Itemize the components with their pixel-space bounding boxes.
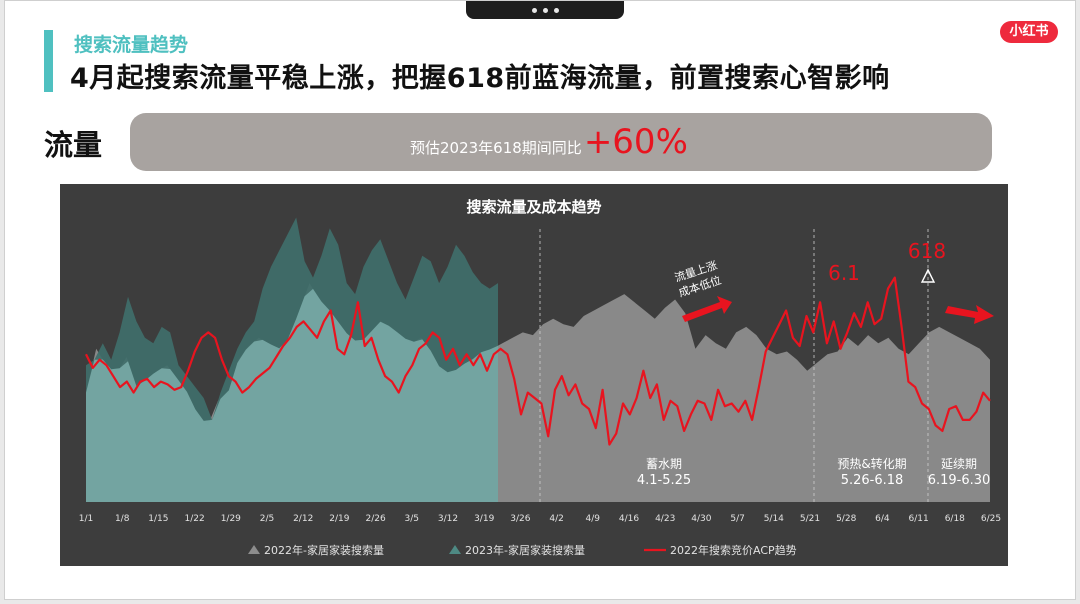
legend-label: 2022年-家居家装搜索量 bbox=[264, 543, 384, 557]
metric-text-group: 预估2023年618期间同比 +60% bbox=[410, 122, 688, 162]
x-tick-label: 3/5 bbox=[405, 514, 419, 524]
x-tick-label: 5/21 bbox=[800, 514, 820, 524]
chart-title: 搜索流量及成本趋势 bbox=[466, 198, 601, 216]
x-tick-label: 4/2 bbox=[549, 514, 563, 524]
x-tick-label: 6/4 bbox=[875, 514, 890, 524]
x-tick-label: 5/14 bbox=[764, 514, 784, 524]
x-tick-label: 5/28 bbox=[836, 514, 856, 524]
phase-1-range: 4.1-5.25 bbox=[637, 473, 691, 488]
x-tick-label: 1/1 bbox=[79, 514, 93, 524]
x-tick-label: 2/5 bbox=[260, 514, 274, 524]
x-tick-label: 6/18 bbox=[945, 514, 965, 524]
peak-marker-icon bbox=[920, 268, 936, 283]
x-tick-label: 2/19 bbox=[329, 514, 349, 524]
x-tick-label: 3/19 bbox=[474, 514, 494, 524]
x-tick-label: 1/15 bbox=[148, 514, 168, 524]
trend-chart: 1/1 1/8 1/15 1/22 1/29 2/5 2/12 2/19 2/26 3/5 3/12… bbox=[79, 198, 1001, 557]
metric-pill bbox=[130, 113, 992, 171]
x-tick-label: 3/26 bbox=[510, 514, 530, 524]
x-tick-label: 1/22 bbox=[184, 514, 204, 524]
x-tick-label: 5/7 bbox=[730, 514, 744, 524]
x-tick-label: 4/9 bbox=[586, 514, 601, 524]
phase-2-range: 5.26-6.18 bbox=[841, 473, 904, 488]
x-tick-label: 1/8 bbox=[115, 514, 130, 524]
line-2022-acp bbox=[85, 276, 991, 446]
x-tick-label: 4/16 bbox=[619, 514, 639, 524]
x-tick-label: 4/30 bbox=[691, 514, 711, 524]
legend-swatch-area bbox=[248, 545, 260, 554]
legend-label: 2022年搜索竞价ACP趋势 bbox=[670, 543, 797, 557]
arrow-up-icon bbox=[682, 296, 732, 322]
area-overlap bbox=[86, 288, 498, 502]
x-tick-label: 2/12 bbox=[293, 514, 313, 524]
phase-1-name: 蓄水期 bbox=[646, 457, 682, 471]
annotation-618: 618 bbox=[908, 239, 946, 263]
xiaohongshu-logo: 小红书 bbox=[1000, 21, 1058, 43]
x-tick-label: 1/29 bbox=[221, 514, 241, 524]
metric-text: 预估2023年618期间同比 bbox=[410, 139, 582, 157]
phase-2-name: 预热&转化期 bbox=[837, 456, 906, 471]
x-tick-label: 4/23 bbox=[655, 514, 675, 524]
title-accent-bar bbox=[44, 30, 53, 92]
arrow-right-icon bbox=[945, 305, 994, 324]
metric-value: +60% bbox=[583, 122, 688, 162]
section-subtitle: 搜索流量趋势 bbox=[74, 34, 189, 56]
phase-3-range: 6.19-6.30 bbox=[928, 473, 991, 488]
legend-swatch-area bbox=[449, 545, 461, 554]
legend-label: 2023年-家居家装搜索量 bbox=[465, 543, 585, 557]
x-tick-label: 6/25 bbox=[981, 514, 1001, 524]
page-title: 4月起搜索流量平稳上涨，把握618前蓝海流量，前置搜索心智影响 bbox=[70, 63, 890, 94]
chart-panel: 1/1 1/8 1/15 1/22 1/29 2/5 2/12 2/19 2/26 3/5 3/12… bbox=[60, 184, 1008, 566]
x-tick-label: 6/11 bbox=[908, 514, 928, 524]
window-notch bbox=[466, 1, 624, 19]
phase-3-name: 延续期 bbox=[941, 457, 977, 471]
metric-label: 流量 bbox=[44, 128, 103, 162]
x-tick-label: 3/12 bbox=[438, 514, 458, 524]
annotation-6-1: 6.1 bbox=[828, 261, 860, 285]
x-tick-label: 2/26 bbox=[365, 514, 385, 524]
